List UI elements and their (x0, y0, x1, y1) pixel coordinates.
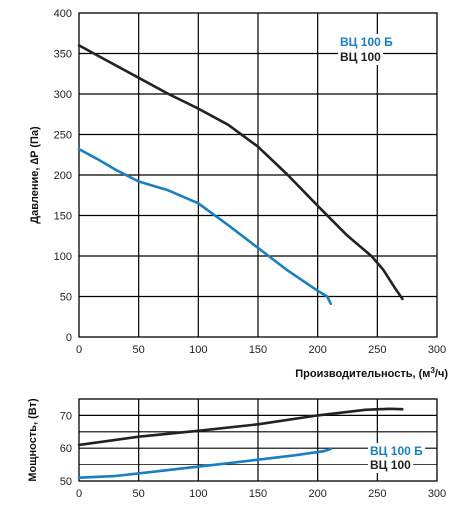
x-tick-label: 300 (428, 344, 446, 356)
y-tick-label: 400 (54, 8, 72, 20)
legend-entry: ВЦ 100 (370, 458, 411, 472)
y-tick-label: 200 (54, 170, 72, 182)
series-line (77, 44, 404, 301)
x-axis-title: Производительность, (м3/ч) (295, 366, 448, 380)
x-tick-label: 150 (249, 344, 267, 356)
x-tick-label: 50 (133, 488, 145, 500)
x-tick-label: 100 (189, 344, 207, 356)
y-tick-label: 150 (54, 211, 72, 223)
series-line (77, 407, 404, 447)
x-tick-label: 200 (308, 344, 326, 356)
y-tick-label: 50 (60, 292, 72, 304)
y-tick-label: 0 (66, 332, 72, 344)
x-tick-label: 300 (428, 488, 446, 500)
power-chart: 50 60 70 0 50 100 150 200 250 300 Мощность, (Вт) ВЦ… (27, 398, 446, 500)
legend-background (338, 49, 384, 65)
legend-background (368, 457, 414, 473)
x-tick-label: 0 (76, 344, 82, 356)
y-tick-label: 50 (60, 476, 72, 488)
plot-frame (78, 12, 438, 338)
legend-background (368, 443, 426, 459)
series-line (77, 147, 333, 306)
y-axis-title: Давление, ∆P (Па) (29, 126, 41, 224)
legend-entry: ВЦ 100 (340, 50, 381, 64)
plot-frame (78, 398, 438, 482)
y-tick-label: 350 (54, 49, 72, 61)
x-tick-label: 250 (368, 488, 386, 500)
legend-background (338, 34, 396, 50)
legend-entry: ВЦ 100 Б (370, 444, 423, 458)
legend-entry: ВЦ 100 Б (340, 35, 393, 49)
x-tick-label: 0 (76, 488, 82, 500)
y-axis-title: Мощность, (Вт) (27, 398, 39, 482)
y-tick-label: 60 (60, 443, 72, 455)
y-tick-label: 300 (54, 89, 72, 101)
x-tick-label: 250 (368, 344, 386, 356)
y-tick-label: 250 (54, 130, 72, 142)
x-tick-label: 100 (189, 488, 207, 500)
pressure-chart: 0 50 100 150 200 250 300 350 400 0 50 100 150 200 250 3… (29, 8, 448, 380)
x-tick-label: 50 (133, 344, 145, 356)
y-tick-label: 70 (60, 410, 72, 422)
series-line (77, 447, 333, 479)
x-tick-label: 200 (308, 488, 326, 500)
x-tick-label: 150 (249, 488, 267, 500)
y-tick-label: 100 (54, 251, 72, 263)
